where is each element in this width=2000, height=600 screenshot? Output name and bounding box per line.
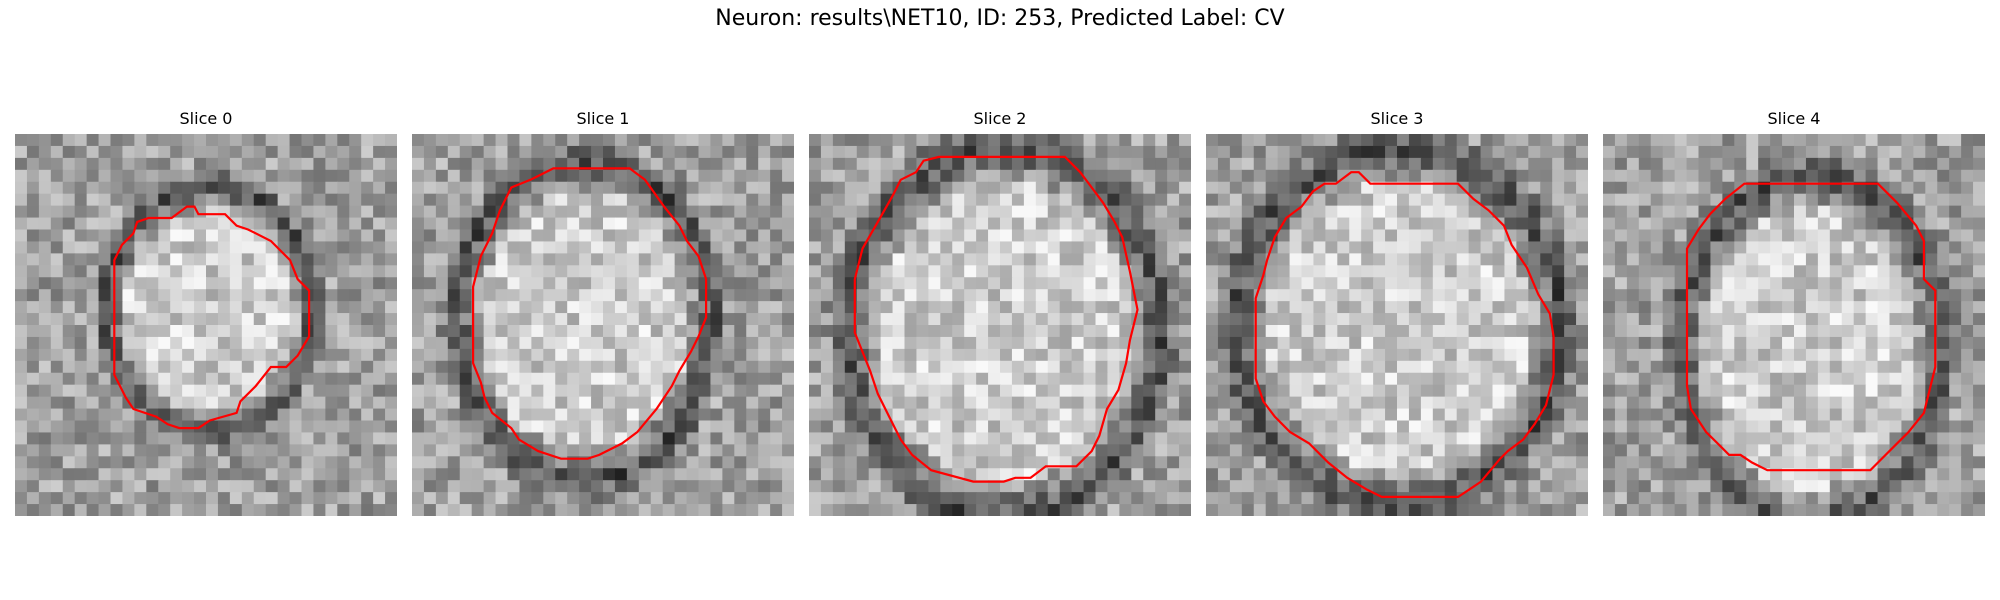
grayscale-pixels [809, 134, 1191, 516]
grayscale-pixels [1206, 134, 1588, 516]
red-contour [1254, 171, 1555, 498]
slice-panel-0: Slice 0 [15, 108, 397, 516]
slice-image-1 [412, 134, 794, 516]
slice-panel-1: Slice 1 [412, 108, 794, 516]
slice-panel-2: Slice 2 [809, 108, 1191, 516]
slice-panel-4: Slice 4 [1603, 108, 1985, 516]
grayscale-pixels [412, 134, 794, 516]
slice-image-0 [15, 134, 397, 516]
slice-title: Slice 3 [1370, 109, 1424, 128]
grayscale-pixels [15, 134, 397, 516]
red-contour [1685, 182, 1937, 472]
slice-image-4 [1603, 134, 1985, 516]
slice-title: Slice 1 [576, 109, 630, 128]
grayscale-pixels [1603, 134, 1985, 516]
slice-title: Slice 4 [1767, 109, 1821, 128]
slice-panel-3: Slice 3 [1206, 108, 1588, 516]
figure-title: Neuron: results\NET10, ID: 253, Predicte… [715, 6, 1285, 31]
red-contour [471, 167, 708, 460]
red-contour [113, 205, 311, 430]
slice-image-3 [1206, 134, 1588, 516]
slice-title: Slice 2 [973, 109, 1027, 128]
slice-title: Slice 0 [179, 109, 233, 128]
red-contour [853, 155, 1139, 483]
slice-image-2 [809, 134, 1191, 516]
